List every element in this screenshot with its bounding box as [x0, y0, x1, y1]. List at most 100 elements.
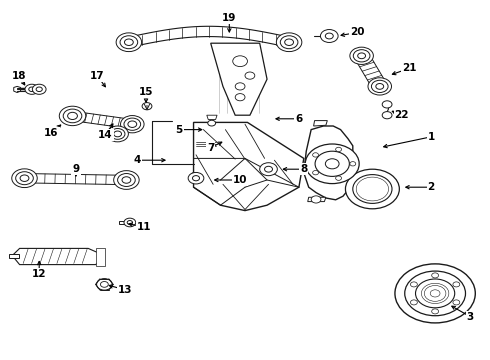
- Circle shape: [353, 175, 392, 203]
- Circle shape: [118, 174, 135, 186]
- Circle shape: [336, 147, 342, 152]
- Circle shape: [63, 109, 82, 123]
- Circle shape: [411, 282, 417, 287]
- Circle shape: [124, 118, 141, 130]
- Circle shape: [320, 30, 338, 42]
- Circle shape: [208, 120, 216, 126]
- Polygon shape: [314, 121, 327, 126]
- Polygon shape: [202, 145, 211, 148]
- Circle shape: [235, 94, 245, 101]
- Circle shape: [353, 50, 370, 62]
- Circle shape: [356, 177, 389, 201]
- Circle shape: [12, 169, 37, 188]
- Circle shape: [371, 80, 388, 93]
- Text: 6: 6: [295, 114, 302, 124]
- Circle shape: [285, 39, 294, 45]
- Circle shape: [359, 179, 386, 199]
- Circle shape: [68, 112, 77, 120]
- Circle shape: [25, 84, 39, 94]
- Circle shape: [336, 176, 342, 180]
- Circle shape: [20, 175, 29, 181]
- Polygon shape: [308, 197, 326, 202]
- Polygon shape: [304, 126, 353, 200]
- Circle shape: [100, 282, 108, 287]
- Text: 19: 19: [222, 13, 237, 23]
- Circle shape: [364, 183, 381, 195]
- Circle shape: [233, 56, 247, 67]
- Text: 12: 12: [32, 269, 47, 279]
- Polygon shape: [24, 174, 126, 185]
- Circle shape: [110, 129, 125, 139]
- Text: 2: 2: [428, 182, 435, 192]
- Circle shape: [313, 171, 318, 175]
- Circle shape: [358, 53, 366, 59]
- Circle shape: [350, 162, 356, 166]
- Polygon shape: [119, 221, 127, 224]
- Text: 18: 18: [11, 71, 26, 81]
- Circle shape: [107, 126, 128, 142]
- Circle shape: [325, 33, 333, 39]
- Text: 17: 17: [90, 71, 104, 81]
- Text: 9: 9: [73, 164, 79, 174]
- Circle shape: [376, 84, 384, 89]
- Circle shape: [313, 153, 318, 157]
- Text: 7: 7: [207, 143, 215, 153]
- Text: 14: 14: [98, 130, 113, 140]
- Polygon shape: [194, 122, 304, 211]
- Circle shape: [405, 271, 465, 316]
- Circle shape: [245, 72, 255, 79]
- Text: 11: 11: [137, 222, 152, 232]
- Text: 5: 5: [175, 125, 182, 135]
- Text: 10: 10: [233, 175, 247, 185]
- Circle shape: [426, 287, 444, 300]
- Circle shape: [116, 33, 142, 51]
- Text: 13: 13: [118, 285, 132, 295]
- Text: 3: 3: [467, 312, 474, 322]
- Circle shape: [122, 177, 131, 183]
- Circle shape: [124, 39, 133, 45]
- Circle shape: [345, 169, 399, 209]
- Circle shape: [260, 163, 277, 176]
- Circle shape: [411, 300, 417, 305]
- Circle shape: [32, 84, 46, 94]
- Circle shape: [124, 218, 136, 227]
- Circle shape: [193, 176, 199, 181]
- Circle shape: [432, 309, 439, 314]
- Circle shape: [128, 121, 137, 127]
- Circle shape: [453, 282, 460, 287]
- Circle shape: [114, 171, 139, 189]
- Circle shape: [368, 78, 392, 95]
- Circle shape: [430, 290, 440, 297]
- Polygon shape: [129, 26, 289, 48]
- Circle shape: [416, 279, 455, 308]
- Text: 4: 4: [133, 155, 141, 165]
- Circle shape: [382, 101, 392, 108]
- Circle shape: [280, 36, 298, 49]
- Circle shape: [127, 221, 132, 224]
- Text: 22: 22: [394, 110, 409, 120]
- Circle shape: [424, 285, 446, 301]
- Circle shape: [36, 87, 42, 91]
- Polygon shape: [96, 248, 105, 266]
- Circle shape: [59, 106, 86, 126]
- Circle shape: [188, 172, 204, 184]
- Circle shape: [453, 300, 460, 305]
- Circle shape: [16, 172, 33, 185]
- Polygon shape: [189, 173, 203, 178]
- Circle shape: [315, 151, 349, 176]
- Text: 8: 8: [300, 164, 307, 174]
- Text: 21: 21: [402, 63, 416, 73]
- Text: 16: 16: [44, 128, 59, 138]
- Polygon shape: [198, 142, 214, 145]
- Circle shape: [121, 116, 144, 133]
- Circle shape: [325, 159, 339, 169]
- Circle shape: [142, 103, 152, 110]
- Polygon shape: [9, 254, 19, 258]
- Circle shape: [114, 131, 122, 137]
- Circle shape: [276, 33, 302, 51]
- Circle shape: [350, 47, 373, 64]
- Text: 15: 15: [139, 87, 153, 97]
- Circle shape: [29, 87, 35, 91]
- Polygon shape: [72, 111, 133, 129]
- Polygon shape: [12, 248, 103, 265]
